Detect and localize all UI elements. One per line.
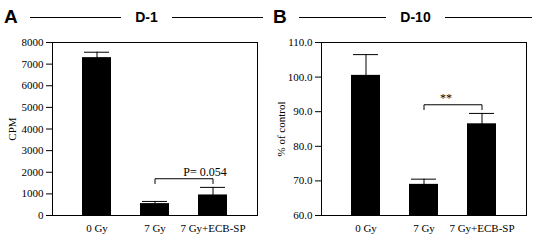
svg-text:70.0: 70.0 bbox=[293, 174, 313, 186]
svg-text:6000: 6000 bbox=[22, 79, 45, 91]
svg-text:60.0: 60.0 bbox=[293, 209, 313, 221]
svg-text:1000: 1000 bbox=[22, 187, 45, 199]
svg-text:90.0: 90.0 bbox=[293, 105, 313, 117]
svg-text:**: ** bbox=[440, 91, 452, 105]
svg-text:P= 0.054: P= 0.054 bbox=[183, 165, 226, 179]
html-text:D-1: D-1 bbox=[135, 9, 158, 25]
html-text:B: B bbox=[273, 6, 287, 27]
svg-text:110.0: 110.0 bbox=[288, 36, 313, 48]
html-text:D-10: D-10 bbox=[400, 9, 431, 25]
svg-text:100.0: 100.0 bbox=[288, 71, 313, 83]
svg-text:3000: 3000 bbox=[22, 144, 45, 156]
svg-text:0: 0 bbox=[38, 209, 44, 221]
svg-text:4000: 4000 bbox=[22, 123, 45, 135]
svg-text:0 Gy: 0 Gy bbox=[355, 222, 377, 234]
html-text:A: A bbox=[4, 6, 18, 27]
svg-text:2000: 2000 bbox=[22, 166, 45, 178]
svg-text:7 Gy+ECB-SP: 7 Gy+ECB-SP bbox=[180, 222, 245, 234]
svg-text:7 Gy+ECB-SP: 7 Gy+ECB-SP bbox=[449, 222, 514, 234]
svg-text:8000: 8000 bbox=[22, 36, 45, 48]
svg-text:5000: 5000 bbox=[22, 101, 45, 113]
svg-text:% of control: % of control bbox=[275, 102, 287, 157]
svg-text:CPM: CPM bbox=[6, 117, 18, 140]
svg-text:7 Gy: 7 Gy bbox=[144, 222, 166, 234]
svg-text:7 Gy: 7 Gy bbox=[413, 222, 435, 234]
svg-text:80.0: 80.0 bbox=[293, 140, 313, 152]
svg-text:0 Gy: 0 Gy bbox=[86, 222, 108, 234]
svg-text:7000: 7000 bbox=[22, 58, 45, 70]
